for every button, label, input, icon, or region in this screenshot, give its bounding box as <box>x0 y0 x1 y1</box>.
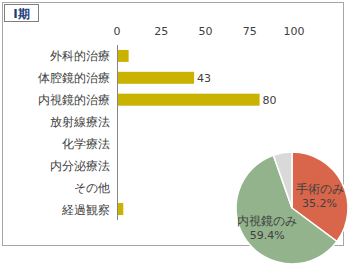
axis-line <box>117 45 118 220</box>
pie <box>236 152 348 264</box>
tick-label: 50 <box>199 25 213 38</box>
tick-label: 0 <box>114 25 121 38</box>
data-label: 59.4% <box>250 229 285 242</box>
category-label: その他 <box>74 181 110 195</box>
bar <box>118 72 194 84</box>
bar <box>118 181 119 193</box>
tick-label: 100 <box>284 25 305 38</box>
chart-root: Ⅰ期 0 25 50 75 100 外科的治療体腔鏡的治療内視鏡的治療放射線療法化学療法内分… <box>0 0 360 268</box>
category-label: 経過観察 <box>61 203 110 217</box>
bar <box>118 159 119 171</box>
title-box <box>5 5 39 22</box>
bar <box>118 50 129 62</box>
title: Ⅰ期 <box>13 7 29 21</box>
bar <box>118 203 123 215</box>
pie-slice <box>273 152 292 208</box>
category-label: 体腔鏡的治療 <box>38 71 110 85</box>
category-label: 放射線療法 <box>50 115 110 129</box>
bar <box>118 137 119 149</box>
data-label: 80 <box>263 94 277 107</box>
data-label: 35.2% <box>302 197 337 210</box>
slice-label: 手術のみ <box>296 182 344 196</box>
tick-label: 75 <box>243 25 257 38</box>
category-label: 化学療法 <box>62 137 110 151</box>
bar <box>118 116 119 128</box>
bar <box>118 94 260 106</box>
tick-label: 25 <box>154 25 168 38</box>
category-label: 内分泌療法 <box>50 159 110 173</box>
category-label: 内視鏡的治療 <box>38 93 110 107</box>
data-label: 43 <box>197 72 211 85</box>
category-label: 外科的治療 <box>50 49 110 63</box>
slice-label: 内視鏡のみ <box>237 214 297 228</box>
